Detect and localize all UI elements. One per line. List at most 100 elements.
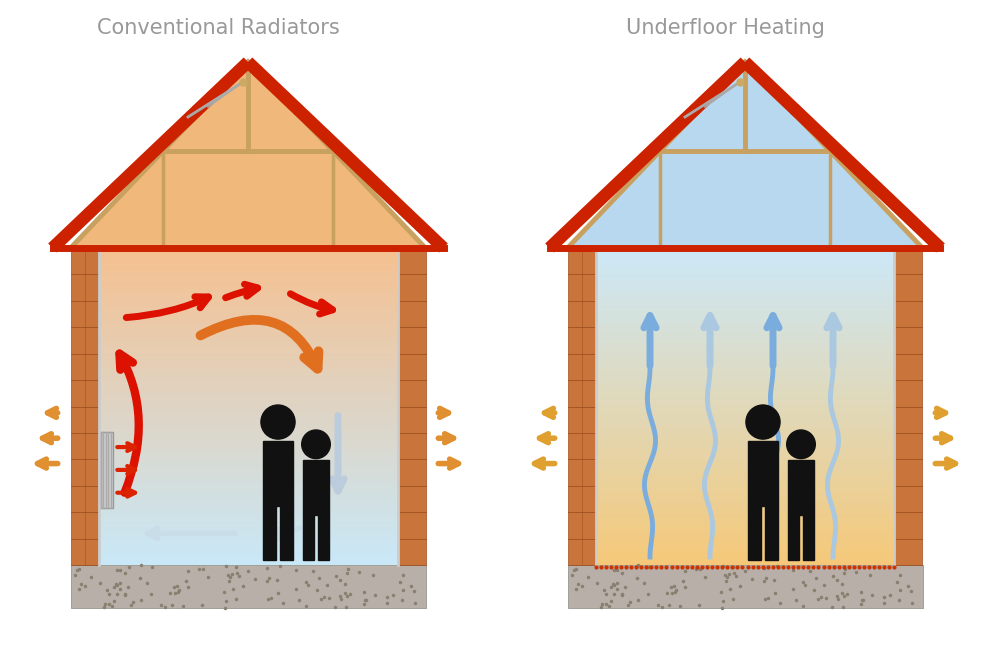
Bar <box>596 400 895 404</box>
Bar <box>590 248 596 565</box>
Bar <box>318 515 329 560</box>
Bar <box>596 374 895 378</box>
Bar <box>596 292 895 296</box>
Bar <box>730 78 760 80</box>
Bar <box>630 183 860 186</box>
Bar <box>99 254 398 258</box>
Bar <box>606 208 884 210</box>
Bar <box>136 180 360 183</box>
Bar <box>596 422 895 426</box>
Bar <box>596 486 895 489</box>
Bar <box>600 214 890 217</box>
Bar <box>712 96 778 99</box>
Bar <box>596 318 895 321</box>
Bar <box>99 527 398 531</box>
Bar <box>99 489 398 493</box>
Bar <box>71 565 426 608</box>
Bar <box>99 422 398 426</box>
Bar <box>76 242 420 245</box>
Bar <box>596 251 895 255</box>
Bar <box>99 530 398 534</box>
Bar <box>570 245 920 248</box>
Bar <box>582 232 908 236</box>
Bar <box>596 489 895 493</box>
Bar <box>596 353 895 357</box>
Bar <box>99 499 398 502</box>
Bar <box>680 130 810 133</box>
Bar <box>99 311 398 315</box>
Bar <box>668 143 822 145</box>
Bar <box>263 441 293 506</box>
Bar <box>596 340 895 343</box>
Bar <box>596 337 895 341</box>
Bar <box>398 248 404 565</box>
Bar <box>596 406 895 410</box>
Bar <box>596 438 895 442</box>
Bar <box>596 295 895 299</box>
Bar <box>171 143 325 145</box>
Bar <box>621 192 869 195</box>
Bar <box>99 340 398 343</box>
Bar <box>765 506 778 560</box>
Bar <box>99 356 398 359</box>
Bar <box>144 171 352 173</box>
Bar <box>671 139 819 143</box>
Bar <box>99 521 398 525</box>
Bar <box>724 84 766 87</box>
Bar <box>99 416 398 420</box>
Circle shape <box>746 405 780 439</box>
Bar <box>99 264 398 268</box>
Bar <box>894 248 922 565</box>
Bar <box>99 261 398 264</box>
Bar <box>99 362 398 366</box>
Bar <box>115 201 381 205</box>
Bar <box>174 139 322 143</box>
Bar <box>99 479 398 483</box>
Bar <box>627 186 863 189</box>
Bar <box>99 457 398 461</box>
Bar <box>596 432 895 436</box>
Bar <box>596 299 895 302</box>
Bar <box>99 315 398 318</box>
Bar <box>99 267 398 271</box>
Bar <box>213 99 284 102</box>
Bar <box>715 93 775 96</box>
Bar <box>596 457 895 461</box>
Bar <box>99 435 398 439</box>
Bar <box>596 540 895 543</box>
Bar <box>591 223 899 226</box>
Bar <box>99 486 398 489</box>
Bar <box>597 217 893 220</box>
Bar <box>596 261 895 264</box>
Bar <box>99 327 398 331</box>
Bar <box>99 556 398 559</box>
Bar <box>99 552 398 556</box>
Bar <box>99 295 398 299</box>
Bar <box>636 177 854 180</box>
Bar <box>596 558 895 562</box>
Bar <box>596 362 895 366</box>
Bar <box>596 343 895 347</box>
Bar <box>99 463 398 467</box>
Bar <box>695 115 795 118</box>
Bar <box>147 167 349 171</box>
Bar <box>596 416 895 420</box>
Bar <box>99 369 398 372</box>
Bar <box>596 495 895 499</box>
Bar <box>609 205 881 208</box>
Bar <box>701 108 789 112</box>
Bar <box>596 305 895 309</box>
Bar <box>99 442 398 445</box>
Bar <box>99 467 398 470</box>
Bar <box>615 199 875 201</box>
Bar <box>233 78 263 80</box>
Bar <box>153 161 343 164</box>
Bar <box>596 258 895 261</box>
Bar <box>227 84 269 87</box>
Bar <box>736 71 754 74</box>
Bar <box>659 152 831 155</box>
Bar <box>596 505 895 509</box>
Bar <box>653 158 837 161</box>
Bar <box>596 349 895 353</box>
Bar <box>596 390 895 394</box>
